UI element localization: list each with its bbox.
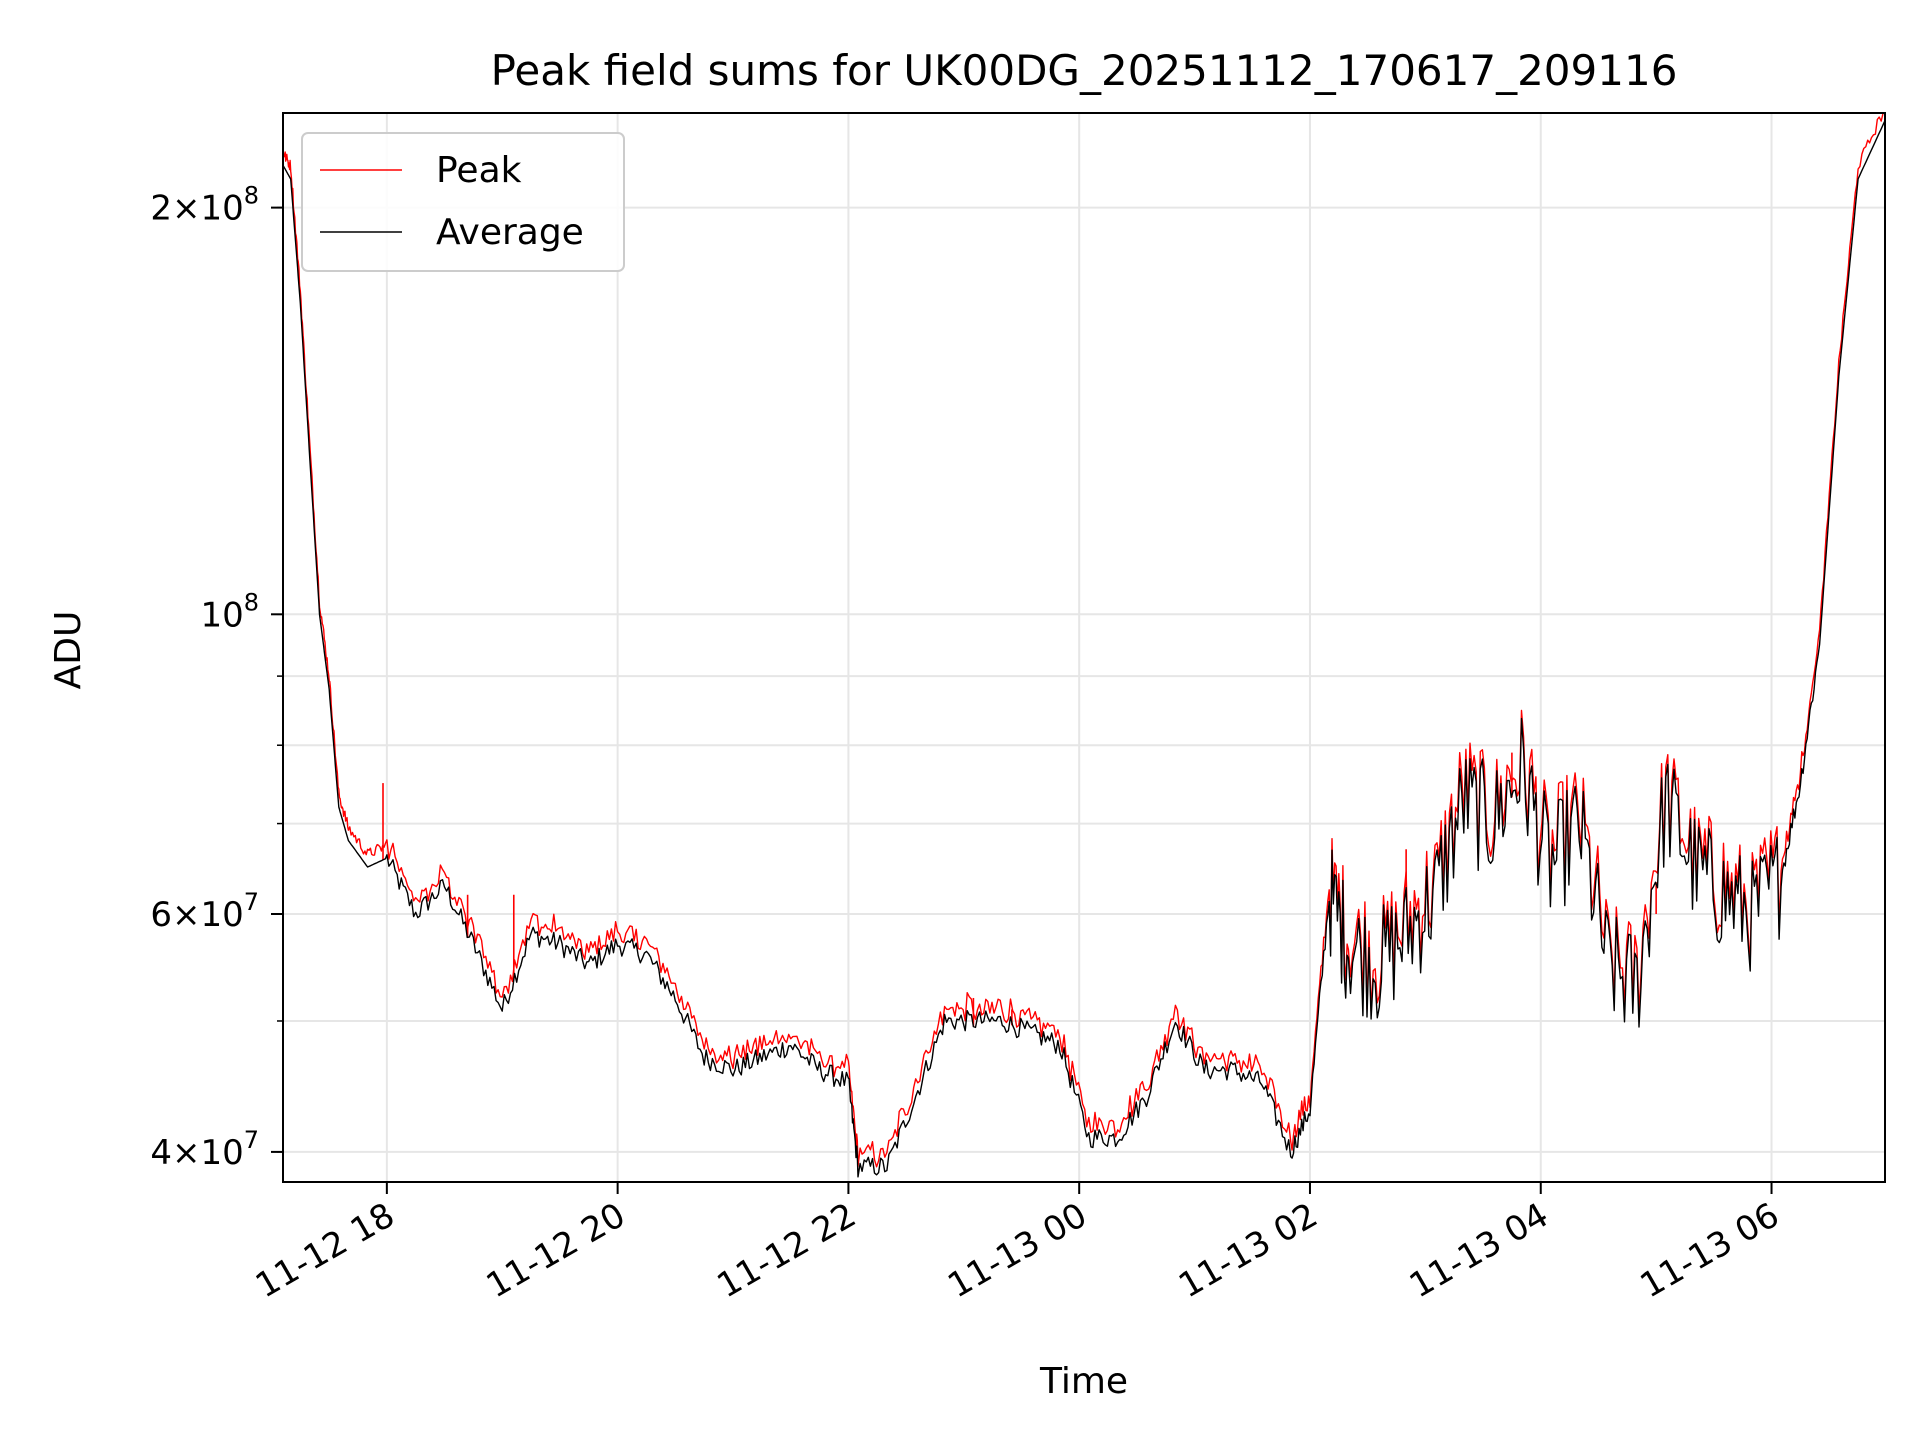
legend-label-peak: Peak	[436, 150, 522, 191]
x-tick-label: 11-13 06	[1634, 1195, 1786, 1306]
x-tick-label: 11-12 22	[711, 1195, 863, 1306]
x-tick-label: 11-12 18	[249, 1195, 401, 1306]
x-tick-label: 11-13 02	[1172, 1195, 1324, 1306]
legend-label-average: Average	[436, 212, 584, 253]
series-layer	[283, 113, 1885, 1178]
series-line-average	[283, 120, 1885, 1178]
legend: Peak Average	[301, 132, 625, 272]
legend-box	[301, 132, 625, 272]
y-tick-label: 2×108	[150, 182, 259, 229]
y-axis-label: ADU	[48, 611, 89, 690]
series-line-peak	[283, 113, 1885, 1168]
x-axis-label: Time	[1039, 1361, 1128, 1402]
y-tick-label: 4×107	[150, 1126, 259, 1173]
x-tick-label: 11-13 04	[1403, 1195, 1555, 1306]
chart-title: Peak field sums for UK00DG_20251112_1706…	[491, 46, 1678, 95]
x-tick-label: 11-13 00	[941, 1195, 1093, 1306]
x-tick-label: 11-12 20	[480, 1195, 632, 1306]
plot-frame	[282, 112, 1886, 1183]
y-tick-label: 108	[200, 588, 259, 635]
grid-layer	[283, 113, 1885, 1182]
y-tick-label: 6×107	[150, 888, 259, 935]
